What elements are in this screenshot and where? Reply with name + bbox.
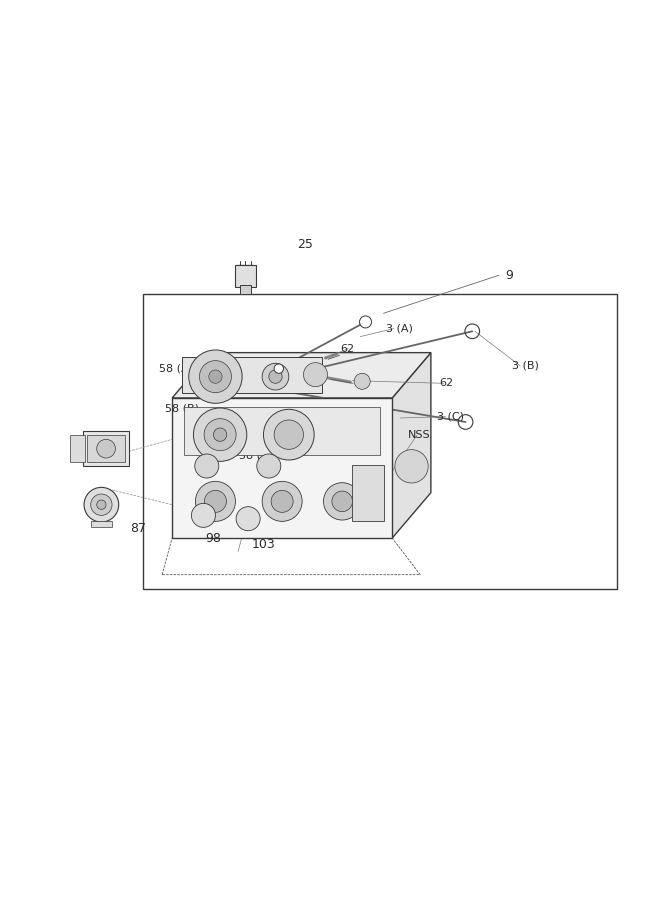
Circle shape bbox=[209, 370, 222, 383]
Bar bbox=[184, 407, 380, 454]
Circle shape bbox=[271, 491, 293, 512]
Polygon shape bbox=[392, 353, 431, 538]
Text: 87: 87 bbox=[130, 522, 146, 536]
Circle shape bbox=[274, 364, 283, 374]
Circle shape bbox=[262, 364, 289, 390]
Bar bbox=[235, 265, 256, 287]
Text: 98: 98 bbox=[205, 532, 221, 544]
Bar bbox=[240, 284, 251, 294]
Bar bbox=[70, 436, 85, 462]
Text: 58 (A): 58 (A) bbox=[159, 364, 193, 374]
Circle shape bbox=[263, 410, 314, 460]
Circle shape bbox=[195, 454, 219, 478]
Text: 3 (B): 3 (B) bbox=[512, 361, 539, 371]
Text: 62: 62 bbox=[340, 344, 354, 354]
Circle shape bbox=[84, 488, 119, 522]
Text: 9: 9 bbox=[506, 269, 514, 282]
Text: 22: 22 bbox=[93, 436, 109, 448]
Circle shape bbox=[204, 418, 236, 451]
Circle shape bbox=[191, 503, 215, 527]
Bar bbox=[143, 294, 617, 589]
Circle shape bbox=[91, 494, 112, 516]
Text: NSS: NSS bbox=[408, 430, 431, 440]
Text: 25: 25 bbox=[297, 238, 313, 251]
Circle shape bbox=[354, 374, 370, 390]
Text: 58 (A): 58 (A) bbox=[239, 450, 273, 460]
Text: 3 (C): 3 (C) bbox=[437, 411, 464, 421]
Circle shape bbox=[269, 370, 282, 383]
Polygon shape bbox=[172, 353, 431, 398]
Circle shape bbox=[199, 361, 231, 392]
Circle shape bbox=[257, 454, 281, 478]
Bar bbox=[91, 521, 112, 527]
Circle shape bbox=[97, 500, 106, 509]
Circle shape bbox=[360, 316, 372, 328]
Bar bbox=[83, 431, 129, 466]
Circle shape bbox=[274, 420, 303, 449]
Text: 3 (A): 3 (A) bbox=[386, 324, 412, 334]
Circle shape bbox=[189, 350, 242, 403]
Circle shape bbox=[236, 507, 260, 531]
Circle shape bbox=[195, 482, 235, 521]
Text: 103: 103 bbox=[252, 538, 276, 551]
Circle shape bbox=[395, 450, 428, 483]
Circle shape bbox=[303, 363, 327, 387]
Text: 37: 37 bbox=[199, 418, 213, 428]
Bar bbox=[352, 464, 384, 521]
Circle shape bbox=[332, 491, 352, 511]
Circle shape bbox=[323, 482, 361, 520]
Bar bbox=[172, 398, 392, 538]
Circle shape bbox=[204, 491, 227, 512]
Circle shape bbox=[213, 428, 227, 441]
Circle shape bbox=[97, 439, 115, 458]
Text: 62: 62 bbox=[439, 378, 453, 388]
Bar bbox=[87, 436, 125, 462]
Bar bbox=[182, 356, 322, 392]
Text: 58 (B): 58 (B) bbox=[165, 403, 199, 414]
Circle shape bbox=[262, 482, 302, 521]
Circle shape bbox=[193, 408, 247, 462]
